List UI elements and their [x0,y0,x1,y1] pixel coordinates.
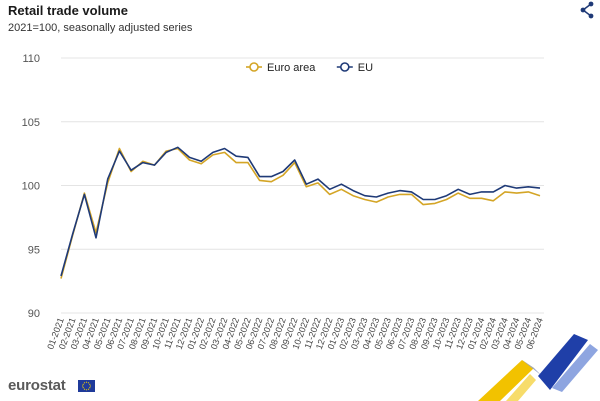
legend-item-eu[interactable]: EU [336,62,373,74]
series-line-eu [60,146,541,277]
legend-swatch-marker [339,62,350,72]
chart-title: Retail trade volume [8,3,128,18]
legend-swatch-marker [249,62,259,72]
legend-label: Euro area [267,62,316,74]
y-tick-label: 110 [22,53,40,65]
legend-item-euro-area[interactable]: Euro area [246,62,316,74]
legend-label: EU [358,62,373,74]
eu-flag-icon [78,380,95,392]
y-tick-label: 105 [22,117,40,129]
series-line-euro-area [60,147,541,279]
eurostat-logo: eurostat [8,377,66,394]
chart-subtitle: 2021=100, seasonally adjusted series [8,22,193,34]
eurostat-brand-graphic [478,334,598,401]
y-tick-label: 90 [28,308,40,320]
y-tick-label: 95 [28,244,40,256]
y-tick-label: 100 [22,181,40,193]
share-icon[interactable] [578,0,596,20]
